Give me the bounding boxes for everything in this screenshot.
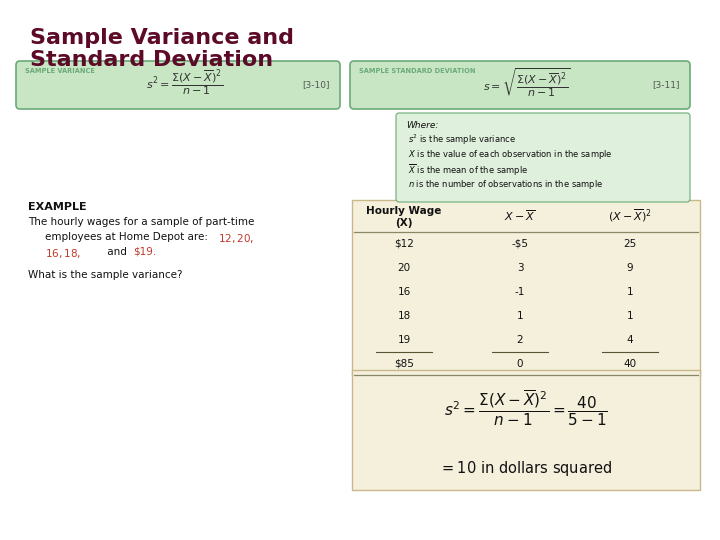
Text: employees at Home Depot are:: employees at Home Depot are: (45, 232, 211, 242)
Text: $(X - \overline{X})^2$: $(X - \overline{X})^2$ (608, 208, 652, 224)
Bar (352, 370, 700, 490)
Text: $\overline{X}$ is the mean of the sample: $\overline{X}$ is the mean of the sample (408, 163, 528, 178)
Text: Standard Deviation: Standard Deviation (30, 50, 273, 70)
Text: 19: 19 (397, 335, 410, 345)
Text: $s^2 = \dfrac{\Sigma(X - \overline{X})^2}{n - 1}$: $s^2 = \dfrac{\Sigma(X - \overline{X})^2… (146, 69, 223, 98)
Text: $s^2 = \dfrac{\Sigma(X - \overline{X})^2}{n - 1} = \dfrac{40}{5 - 1}$: $s^2 = \dfrac{\Sigma(X - \overline{X})^2… (444, 388, 608, 428)
Text: [3-11]: [3-11] (652, 80, 680, 90)
Text: 40: 40 (624, 359, 636, 369)
Text: 16: 16 (397, 287, 410, 297)
Text: SAMPLE VARIANCE: SAMPLE VARIANCE (25, 68, 95, 74)
Text: $19.: $19. (133, 247, 156, 257)
Text: 1: 1 (626, 311, 634, 321)
Text: 3: 3 (517, 263, 523, 273)
Text: 9: 9 (626, 263, 634, 273)
Text: 0: 0 (517, 359, 523, 369)
Text: 25: 25 (624, 239, 636, 249)
Text: $X$ is the value of each observation in the sample: $X$ is the value of each observation in … (408, 148, 613, 161)
Text: $12, $20,: $12, $20, (218, 232, 254, 245)
Text: 1: 1 (517, 311, 523, 321)
Text: $12: $12 (394, 239, 414, 249)
Text: and: and (104, 247, 130, 257)
Text: EXAMPLE: EXAMPLE (28, 202, 86, 212)
Text: $= 10\ \mathrm{in\ dollars\ squared}$: $= 10\ \mathrm{in\ dollars\ squared}$ (439, 458, 613, 477)
Text: 2: 2 (517, 335, 523, 345)
Text: SAMPLE STANDARD DEVIATION: SAMPLE STANDARD DEVIATION (359, 68, 475, 74)
Text: $s^2$ is the sample variance: $s^2$ is the sample variance (408, 133, 516, 147)
Text: $s = \sqrt{\dfrac{\Sigma(X - \overline{X})^2}{n - 1}}$: $s = \sqrt{\dfrac{\Sigma(X - \overline{X… (482, 66, 571, 99)
Text: 4: 4 (626, 335, 634, 345)
Text: (X): (X) (395, 218, 413, 228)
Text: [3-10]: [3-10] (302, 80, 330, 90)
Text: Sample Variance and: Sample Variance and (30, 28, 294, 48)
Text: 20: 20 (397, 263, 410, 273)
Text: Where:: Where: (406, 121, 438, 130)
Text: $85: $85 (394, 359, 414, 369)
Text: -1: -1 (515, 287, 525, 297)
Text: The hourly wages for a sample of part-time: The hourly wages for a sample of part-ti… (28, 217, 254, 227)
FancyBboxPatch shape (396, 113, 690, 202)
FancyBboxPatch shape (16, 61, 340, 109)
Text: What is the sample variance?: What is the sample variance? (28, 270, 182, 280)
Text: -$5: -$5 (511, 239, 528, 249)
Bar (352, 200, 700, 376)
Text: $X - \overline{X}$: $X - \overline{X}$ (504, 208, 536, 224)
FancyBboxPatch shape (350, 61, 690, 109)
Text: 1: 1 (626, 287, 634, 297)
Text: 18: 18 (397, 311, 410, 321)
Text: Hourly Wage: Hourly Wage (366, 206, 441, 216)
Text: $16, $18,: $16, $18, (45, 247, 81, 260)
Text: $n$ is the number of observations in the sample: $n$ is the number of observations in the… (408, 178, 603, 191)
